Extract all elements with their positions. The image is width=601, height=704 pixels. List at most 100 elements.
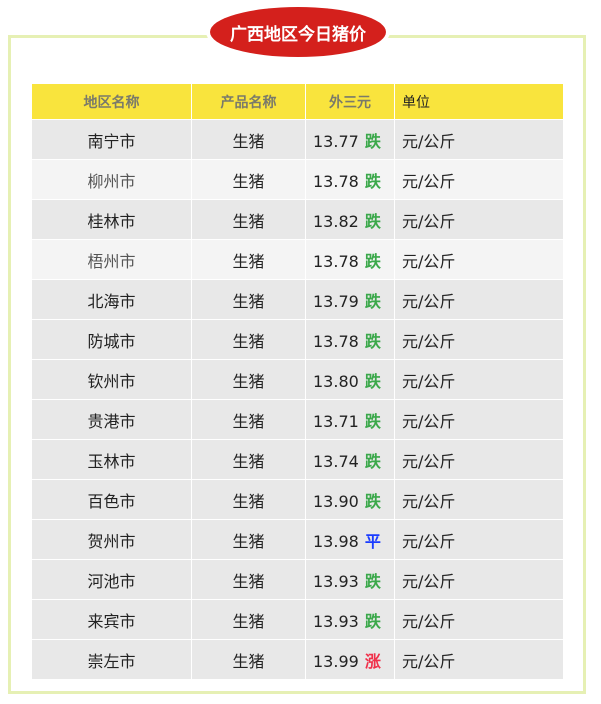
product-cell: 生猪 (191, 399, 306, 440)
price-value: 13.71 (313, 411, 359, 431)
header-product: 产品名称 (191, 83, 306, 120)
trend-label: 跌 (364, 331, 381, 351)
price-value: 13.80 (313, 371, 359, 391)
trend-label: 平 (364, 531, 381, 551)
price-value: 13.93 (313, 611, 359, 631)
unit-cell: 元/公斤 (394, 519, 564, 560)
unit-cell: 元/公斤 (394, 119, 564, 160)
trend-label: 跌 (364, 491, 381, 511)
product-cell: 生猪 (191, 159, 306, 200)
unit-cell: 元/公斤 (394, 399, 564, 440)
unit-cell: 元/公斤 (394, 279, 564, 320)
region-cell: 玉林市 (31, 439, 192, 480)
trend-label: 跌 (364, 411, 381, 431)
price-value: 13.78 (313, 171, 359, 191)
price-value: 13.79 (313, 291, 359, 311)
price-value: 13.90 (313, 491, 359, 511)
region-cell: 贺州市 (31, 519, 192, 560)
price-value: 13.93 (313, 571, 359, 591)
table-row: 防城市 生猪 13.78 跌元/公斤 (31, 319, 564, 360)
table-row: 贺州市 生猪 13.98 平元/公斤 (31, 519, 564, 560)
table-row: 来宾市 生猪 13.93 跌元/公斤 (31, 599, 564, 640)
region-cell: 百色市 (31, 479, 192, 520)
price-cell: 13.78 跌 (305, 239, 395, 280)
price-table: 地区名称 产品名称 外三元 单位 南宁市 生猪 13.77 跌元/公斤 柳州市 生猪 13.… (31, 83, 564, 680)
price-cell: 13.77 跌 (305, 119, 395, 160)
product-cell: 生猪 (191, 319, 306, 360)
table-row: 钦州市 生猪 13.80 跌元/公斤 (31, 359, 564, 400)
table-row: 贵港市 生猪 13.71 跌元/公斤 (31, 399, 564, 440)
table-row: 河池市 生猪 13.93 跌元/公斤 (31, 559, 564, 600)
unit-cell: 元/公斤 (394, 359, 564, 400)
price-value: 13.77 (313, 131, 359, 151)
price-value: 13.78 (313, 331, 359, 351)
trend-label: 跌 (364, 131, 381, 151)
price-value: 13.82 (313, 211, 359, 231)
header-unit: 单位 (394, 83, 564, 120)
region-cell: 崇左市 (31, 639, 192, 680)
price-cell: 13.82 跌 (305, 199, 395, 240)
header-region: 地区名称 (31, 83, 192, 120)
table-row: 百色市 生猪 13.90 跌元/公斤 (31, 479, 564, 520)
price-value: 13.74 (313, 451, 359, 471)
price-cell: 13.78 跌 (305, 319, 395, 360)
price-value: 13.99 (313, 651, 359, 671)
trend-label: 涨 (364, 651, 381, 671)
table-header: 地区名称 产品名称 外三元 单位 (31, 83, 564, 120)
price-cell: 13.98 平 (305, 519, 395, 560)
product-cell: 生猪 (191, 639, 306, 680)
product-cell: 生猪 (191, 439, 306, 480)
trend-label: 跌 (364, 291, 381, 311)
title-badge: 广西地区今日猪价 (210, 7, 386, 57)
product-cell: 生猪 (191, 279, 306, 320)
unit-cell: 元/公斤 (394, 239, 564, 280)
region-cell: 桂林市 (31, 199, 192, 240)
header-price: 外三元 (305, 83, 395, 120)
table-row: 崇左市 生猪 13.99 涨元/公斤 (31, 639, 564, 680)
region-cell: 北海市 (31, 279, 192, 320)
unit-cell: 元/公斤 (394, 199, 564, 240)
price-cell: 13.71 跌 (305, 399, 395, 440)
unit-cell: 元/公斤 (394, 639, 564, 680)
price-value: 13.78 (313, 251, 359, 271)
product-cell: 生猪 (191, 359, 306, 400)
table-row: 玉林市 生猪 13.74 跌元/公斤 (31, 439, 564, 480)
trend-label: 跌 (364, 571, 381, 591)
unit-cell: 元/公斤 (394, 439, 564, 480)
region-cell: 南宁市 (31, 119, 192, 160)
price-cell: 13.79 跌 (305, 279, 395, 320)
region-cell: 钦州市 (31, 359, 192, 400)
price-cell: 13.99 涨 (305, 639, 395, 680)
unit-cell: 元/公斤 (394, 319, 564, 360)
region-cell: 河池市 (31, 559, 192, 600)
table-row: 梧州市 生猪 13.78 跌元/公斤 (31, 239, 564, 280)
trend-label: 跌 (364, 371, 381, 391)
unit-cell: 元/公斤 (394, 599, 564, 640)
price-cell: 13.78 跌 (305, 159, 395, 200)
table-row: 桂林市 生猪 13.82 跌元/公斤 (31, 199, 564, 240)
region-cell: 来宾市 (31, 599, 192, 640)
unit-cell: 元/公斤 (394, 159, 564, 200)
price-cell: 13.90 跌 (305, 479, 395, 520)
trend-label: 跌 (364, 211, 381, 231)
trend-label: 跌 (364, 611, 381, 631)
table-row: 南宁市 生猪 13.77 跌元/公斤 (31, 119, 564, 160)
region-cell: 贵港市 (31, 399, 192, 440)
trend-label: 跌 (364, 171, 381, 191)
price-cell: 13.93 跌 (305, 599, 395, 640)
product-cell: 生猪 (191, 119, 306, 160)
trend-label: 跌 (364, 251, 381, 271)
price-cell: 13.93 跌 (305, 559, 395, 600)
product-cell: 生猪 (191, 479, 306, 520)
price-cell: 13.74 跌 (305, 439, 395, 480)
region-cell: 柳州市 (31, 159, 192, 200)
product-cell: 生猪 (191, 599, 306, 640)
price-value: 13.98 (313, 531, 359, 551)
product-cell: 生猪 (191, 239, 306, 280)
region-cell: 梧州市 (31, 239, 192, 280)
table-row: 柳州市 生猪 13.78 跌元/公斤 (31, 159, 564, 200)
price-cell: 13.80 跌 (305, 359, 395, 400)
unit-cell: 元/公斤 (394, 559, 564, 600)
region-cell: 防城市 (31, 319, 192, 360)
product-cell: 生猪 (191, 199, 306, 240)
